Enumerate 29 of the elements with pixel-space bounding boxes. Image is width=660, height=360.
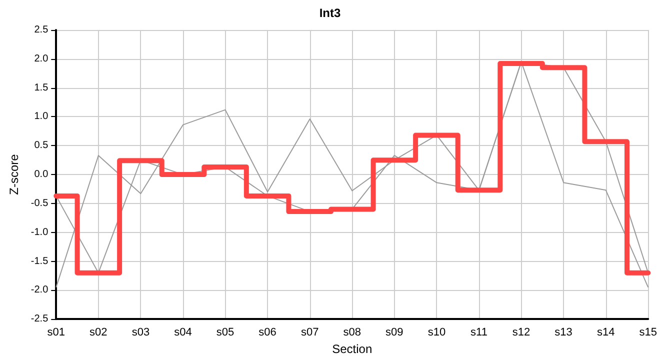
x-tick-label: s02 (90, 326, 108, 339)
y-tick-label: -1.5 (30, 256, 49, 267)
x-tick-label: s12 (512, 326, 530, 339)
y-tick-label: 0.5 (34, 140, 49, 152)
y-tick-label: -2.0 (30, 284, 49, 296)
y-tick-label: 0.0 (34, 169, 49, 180)
x-tick-label: s03 (132, 326, 150, 339)
y-tick-label: 2.0 (34, 53, 49, 64)
chart-title: Int3 (319, 6, 341, 20)
x-tick-label: s14 (596, 326, 615, 339)
x-tick-label: s15 (639, 326, 658, 339)
x-tick-label: s09 (386, 326, 404, 339)
y-tick-label: -1.0 (30, 226, 49, 238)
x-tick-label: s01 (47, 326, 66, 339)
y-tick-label: 1.5 (34, 82, 49, 94)
x-tick-label: s11 (470, 326, 488, 339)
y-tick-label: 1.0 (34, 111, 49, 122)
x-tick-label: s07 (300, 326, 319, 339)
x-tick-label: s06 (258, 326, 276, 339)
x-tick-label: s10 (428, 326, 446, 339)
y-axis-title: Z-score (7, 154, 21, 195)
x-tick-label: s05 (216, 326, 234, 339)
x-axis-title: Section (332, 342, 372, 356)
y-tick-label: 2.5 (34, 24, 49, 36)
x-tick-label: s08 (343, 326, 362, 339)
x-tick-label: s04 (174, 326, 192, 339)
x-tick-label: s13 (554, 326, 572, 339)
y-tick-label: -2.5 (30, 314, 49, 325)
y-tick-label: -0.5 (30, 198, 49, 209)
